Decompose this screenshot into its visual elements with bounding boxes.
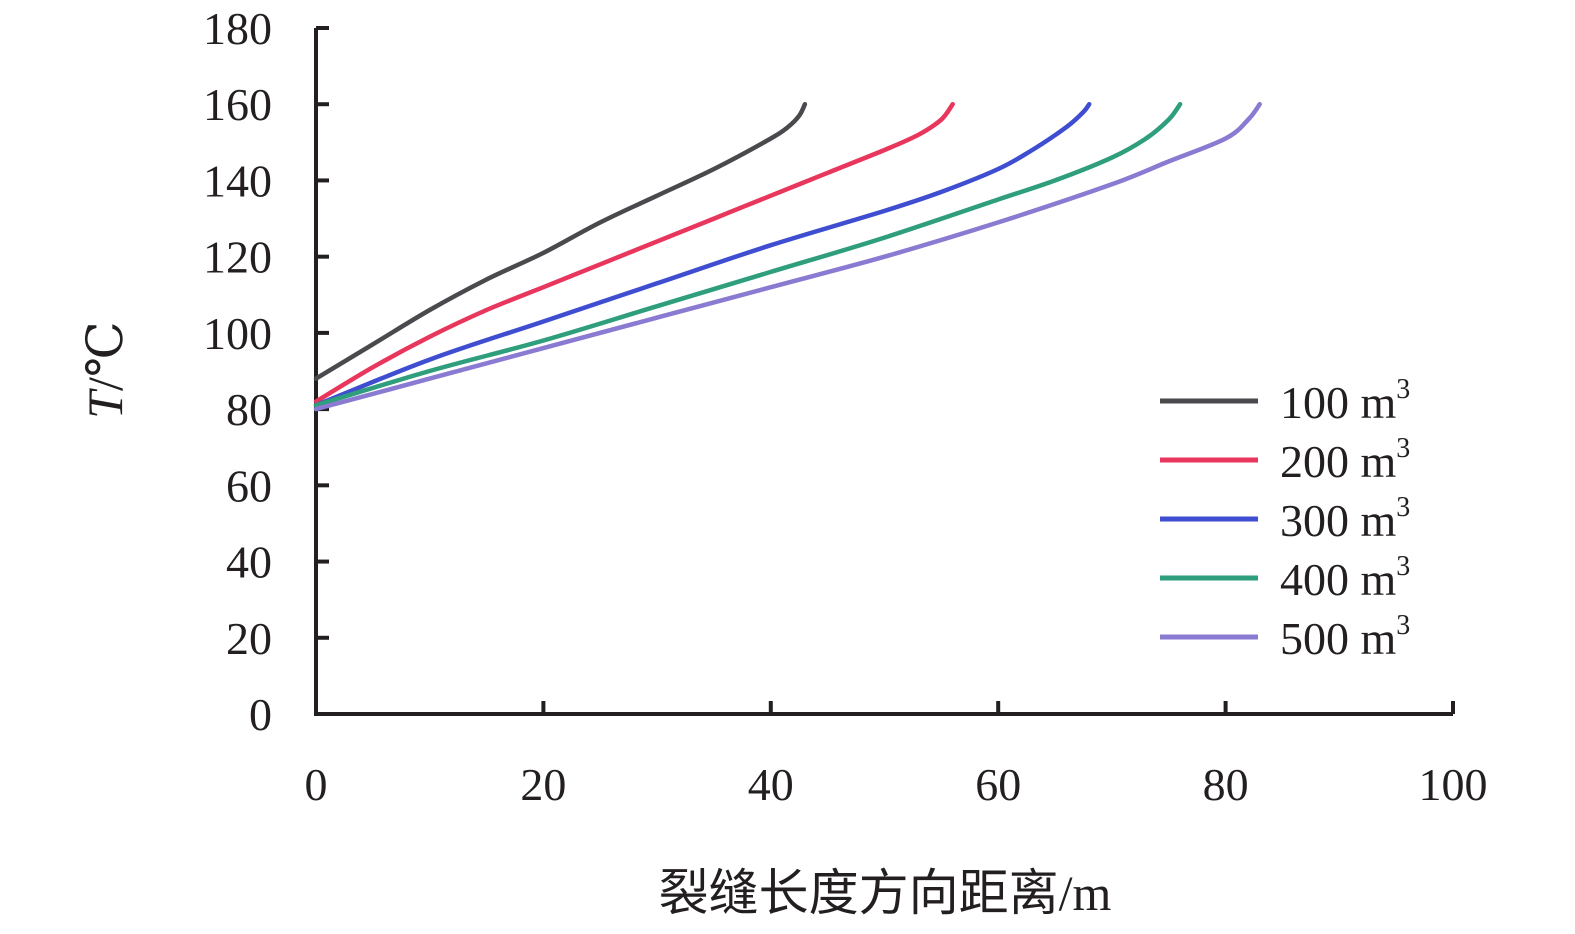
- series-line-2: [313, 101, 955, 404]
- y-tick-label: 60: [226, 460, 272, 511]
- x-tick-label: 20: [520, 759, 566, 810]
- x-tick-label: 40: [748, 759, 794, 810]
- legend-label-superscript: 3: [1396, 610, 1410, 641]
- y-tick-label: 180: [203, 3, 272, 54]
- y-tick-label: 120: [203, 232, 272, 283]
- y-axis-title-unit: /℃: [77, 321, 133, 391]
- legend-label-1: 100 m3: [1280, 374, 1410, 428]
- legend-label-superscript: 3: [1396, 374, 1410, 405]
- x-tick-label: 80: [1203, 759, 1249, 810]
- legend-label-2: 200 m3: [1280, 433, 1410, 487]
- series-line-1: [313, 101, 808, 381]
- series-group: [313, 101, 1262, 412]
- y-axis-title-symbol: T: [77, 388, 133, 419]
- y-tick-label: 160: [203, 79, 272, 130]
- legend-label-3: 300 m3: [1280, 492, 1410, 546]
- x-tick-label: 0: [305, 759, 328, 810]
- legend-label-4: 400 m3: [1280, 551, 1410, 605]
- y-tick-label: 0: [249, 689, 272, 740]
- legend-label-superscript: 3: [1396, 492, 1410, 523]
- legend-label-5: 500 m3: [1280, 610, 1410, 664]
- y-tick-label: 80: [226, 384, 272, 435]
- y-tick-label: 20: [226, 613, 272, 664]
- legend-label-superscript: 3: [1396, 433, 1410, 464]
- series-line-4: [313, 101, 1183, 408]
- legend-label-superscript: 3: [1396, 551, 1410, 582]
- y-axis-title: T/℃: [77, 321, 133, 419]
- axes-group: 0 20 40 60 80 100 120 140 160 180 0 20 40 60 80 100: [203, 3, 1488, 810]
- y-tick-label: 40: [226, 537, 272, 588]
- y-tick-label: 100: [203, 308, 272, 359]
- series-line-3: [313, 101, 1092, 408]
- y-tick-label: 140: [203, 155, 272, 206]
- x-tick-label: 100: [1419, 759, 1488, 810]
- series-line-5: [313, 101, 1262, 412]
- x-axis-title: 裂缝长度方向距离/m: [659, 865, 1112, 921]
- x-tick-label: 60: [975, 759, 1021, 810]
